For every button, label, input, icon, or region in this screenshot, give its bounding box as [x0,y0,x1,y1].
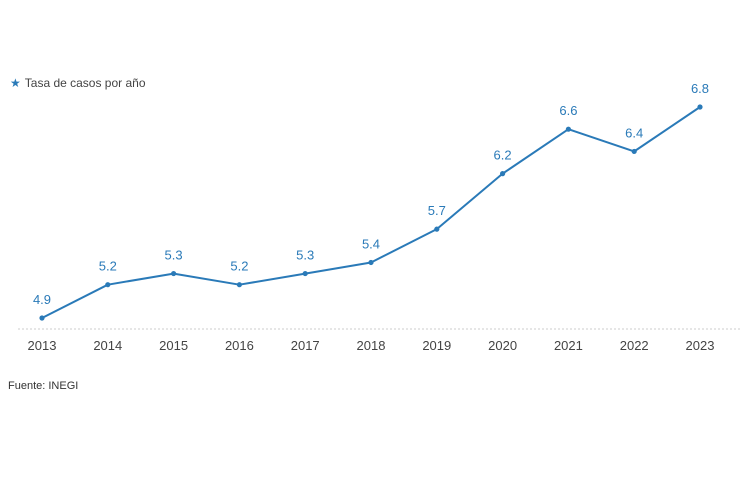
x-tick-label: 2022 [620,338,649,353]
data-point [434,226,440,232]
data-label: 5.2 [99,259,117,274]
star-icon: ★ [10,76,21,90]
data-label: 5.3 [165,248,183,263]
x-tick-label: 2013 [28,338,57,353]
data-label: 4.9 [33,292,51,307]
x-tick-label: 2017 [291,338,320,353]
data-label: 6.4 [625,125,643,140]
data-point [500,171,506,177]
data-point [105,282,111,288]
data-point [171,270,177,277]
x-tick-label: 2020 [488,338,517,353]
x-tick-label: 2014 [93,338,122,353]
data-point [631,148,637,155]
data-point [39,315,45,321]
data-label: 5.2 [230,259,248,274]
x-tick-label: 2021 [554,338,583,353]
data-label: 6.6 [559,103,577,118]
data-label: 5.4 [362,236,380,251]
legend-label: Tasa de casos por año [24,76,146,90]
legend: ★ Tasa de casos por año [10,76,146,90]
data-point [565,126,572,132]
data-point [302,270,308,277]
x-tick-label: 2023 [686,338,715,353]
data-label: 5.7 [428,203,446,218]
data-label: 6.2 [494,148,512,163]
data-point [368,259,374,266]
series-line [41,106,701,319]
data-label: 6.8 [691,81,709,96]
source-note: Fuente: INEGI [8,380,79,392]
data-label: 5.3 [296,248,314,263]
x-tick-label: 2019 [422,338,451,353]
data-point [697,104,703,110]
x-tick-label: 2018 [357,338,386,353]
data-point [236,282,242,288]
x-tick-label: 2016 [225,338,254,353]
x-tick-label: 2015 [159,338,188,353]
